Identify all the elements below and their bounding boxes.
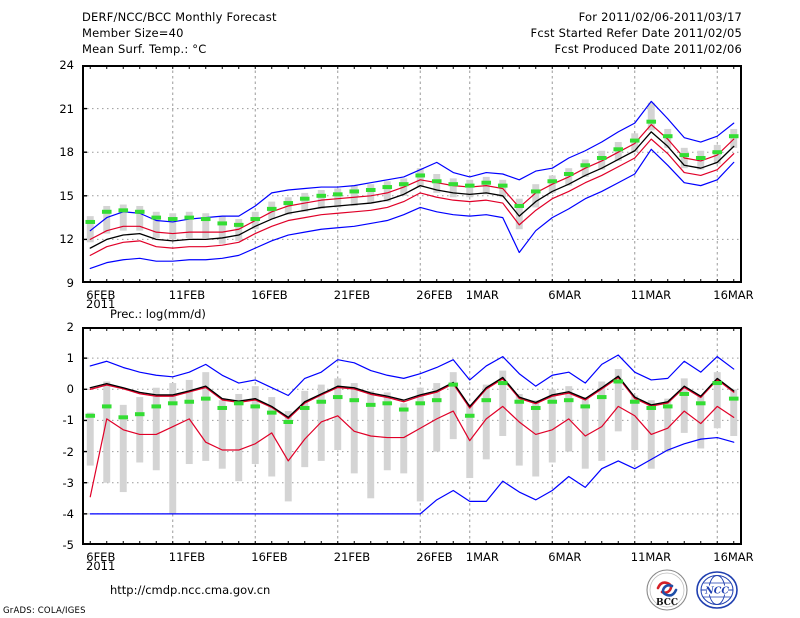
forecast-started-date-label: Fcst Started Refer Date 2011/02/05 xyxy=(530,26,742,40)
temperature-y-tick-label: 21 xyxy=(59,101,74,116)
variable-label: Mean Surf. Temp.: °C xyxy=(82,42,207,56)
member-size-label: Member Size=40 xyxy=(82,26,184,40)
precipitation-y-tick-label: -4 xyxy=(62,506,74,521)
temperature-x-tick-label: 21FEB xyxy=(333,288,371,302)
precipitation-y-tick-label: 2 xyxy=(66,320,74,334)
precipitation-y-tick-label: -3 xyxy=(62,475,74,490)
temperature-y-tick-label: 15 xyxy=(59,188,74,203)
temperature-x-tick-label: 6FEB xyxy=(86,288,116,302)
precipitation-y-tick-label: -2 xyxy=(62,444,74,459)
temperature-year-label: 2011 xyxy=(86,297,116,311)
website-url[interactable]: http://cmdp.ncc.cma.gov.cn xyxy=(110,583,271,597)
precipitation-x-tick-label: 6MAR xyxy=(548,550,582,564)
temperature-plot-panel xyxy=(82,65,742,283)
precipitation-y-tick-label: -5 xyxy=(62,538,74,552)
page-title: DERF/NCC/BCC Monthly Forecast xyxy=(82,10,277,24)
bcc-logo: BCC xyxy=(645,568,689,612)
ncc-logo: NCC xyxy=(695,568,739,612)
precipitation-x-tick-label: 11MAR xyxy=(630,550,672,564)
temperature-x-tick-label: 1MAR xyxy=(465,288,499,302)
temperature-x-tick-label: 16FEB xyxy=(251,288,288,302)
precipitation-year-label: 2011 xyxy=(86,559,116,573)
temperature-x-tick-label: 16MAR xyxy=(713,288,754,302)
temperature-x-tick-label: 11FEB xyxy=(168,288,206,302)
temperature-plot-svg xyxy=(82,65,742,283)
svg-text:BCC: BCC xyxy=(656,598,678,608)
forecast-produced-date-label: Fcst Produced Date 2011/02/06 xyxy=(554,42,742,56)
precipitation-plot-frame xyxy=(82,327,742,545)
temperature-plot-frame xyxy=(82,65,742,283)
temperature-y-tick-label: 12 xyxy=(59,232,74,247)
precipitation-plot-panel xyxy=(82,327,742,545)
forecast-period-label: For 2011/02/06-2011/03/17 xyxy=(578,10,742,24)
precipitation-x-tick-label: 6FEB xyxy=(86,550,116,564)
temperature-y-tick-label: 9 xyxy=(66,276,74,290)
logo-group: BCC NCC xyxy=(645,568,745,612)
temperature-x-tick-label: 11MAR xyxy=(630,288,672,302)
precipitation-x-tick-label: 26FEB xyxy=(416,550,453,564)
precipitation-x-tick-label: 16MAR xyxy=(713,550,754,564)
precipitation-y-tick-label: 0 xyxy=(66,382,74,397)
temperature-y-tick-label: 18 xyxy=(59,145,74,160)
precipitation-x-tick-label: 1MAR xyxy=(465,550,499,564)
precipitation-title: Prec.: log(mm/d) xyxy=(110,307,206,321)
temperature-y-tick-label: 24 xyxy=(59,58,74,72)
svg-text:NCC: NCC xyxy=(704,586,729,597)
precipitation-x-tick-label: 11FEB xyxy=(168,550,206,564)
precipitation-y-tick-label: 1 xyxy=(66,351,74,366)
grads-credit: GrADS: COLA/IGES xyxy=(3,606,86,616)
precipitation-x-tick-label: 21FEB xyxy=(333,550,371,564)
temperature-x-tick-label: 6MAR xyxy=(548,288,582,302)
temperature-x-tick-label: 26FEB xyxy=(416,288,453,302)
precipitation-x-tick-label: 16FEB xyxy=(251,550,288,564)
precipitation-y-tick-label: -1 xyxy=(62,413,74,428)
precipitation-plot-svg xyxy=(82,327,742,545)
